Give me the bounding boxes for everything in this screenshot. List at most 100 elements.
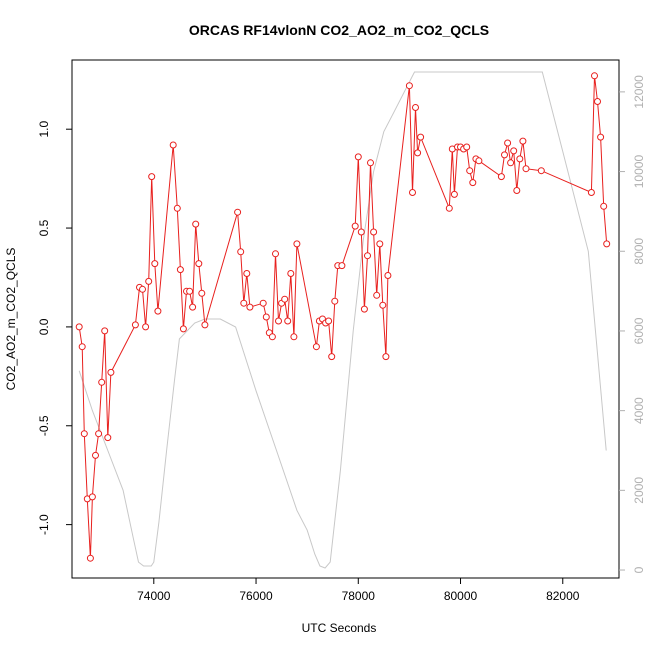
data-point: [445, 204, 453, 212]
data-point: [376, 240, 384, 248]
data-point: [510, 147, 518, 155]
data-point: [201, 321, 209, 329]
data-point: [587, 189, 595, 196]
y-axis-label: CO2_AO2_m_CO2_QCLS: [4, 248, 18, 391]
data-point: [268, 333, 276, 341]
data-point: [176, 266, 184, 274]
data-point: [516, 155, 524, 163]
data-point: [78, 343, 86, 351]
data-point: [475, 157, 483, 165]
data-point: [507, 159, 515, 167]
data-point: [463, 143, 471, 151]
data-point: [186, 287, 194, 295]
x-tick-label: 80000: [444, 589, 478, 603]
data-point: [312, 343, 320, 351]
data-point: [328, 353, 336, 361]
data-point: [198, 289, 206, 297]
y-tick-label: 0.5: [37, 219, 51, 236]
data-point: [293, 240, 301, 248]
data-point: [107, 368, 115, 376]
data-point: [450, 190, 458, 198]
y2-tick-label: 8000: [632, 238, 646, 265]
data-point: [367, 159, 374, 167]
data-point: [591, 72, 598, 80]
data-point: [384, 272, 392, 279]
chart-title: ORCAS RF14vlonN CO2_AO2_m_CO2_QCLS: [189, 22, 489, 38]
data-point: [173, 204, 181, 212]
data-point: [405, 82, 413, 90]
data-point: [237, 248, 245, 256]
x-tick-label: 78000: [342, 589, 376, 603]
data-point: [331, 297, 339, 305]
data-point: [92, 451, 99, 459]
data-point: [259, 299, 267, 307]
data-point: [600, 202, 608, 210]
data-point: [354, 153, 362, 161]
data-point: [86, 554, 94, 562]
data-point: [80, 430, 88, 438]
data-point: [104, 434, 112, 442]
data-point: [469, 179, 477, 187]
co2-line: [78, 75, 608, 559]
x-tick-label: 82000: [546, 589, 580, 603]
y-axis: -1.0 -0.5 0.0 0.5 1.0: [37, 121, 72, 535]
data-point: [412, 104, 419, 111]
data-point: [284, 317, 292, 325]
data-point: [145, 277, 153, 285]
data-point: [504, 139, 512, 147]
data-point: [101, 327, 109, 335]
data-point: [409, 189, 416, 196]
altitude-line: [78, 71, 607, 569]
y2-tick-label: 4000: [632, 397, 646, 424]
data-point: [240, 299, 248, 307]
y2-axis: 0 2000 4000 6000 8000 10000 12000: [619, 75, 646, 573]
data-point: [98, 378, 106, 386]
data-point: [379, 301, 387, 309]
data-point: [287, 270, 295, 277]
data-point: [95, 430, 103, 438]
y-tick-label: 0.0: [37, 318, 51, 335]
data-point: [373, 291, 381, 299]
co2-series: [78, 75, 608, 559]
data-point: [192, 220, 200, 228]
data-point: [275, 317, 282, 325]
x-axis: 74000 76000 78000 80000 82000: [137, 578, 580, 603]
data-point: [522, 165, 530, 173]
y2-tick-label: 0: [632, 566, 646, 573]
data-point: [513, 187, 521, 194]
data-point: [501, 151, 508, 159]
data-point: [131, 321, 139, 329]
y2-tick-label: 6000: [632, 317, 646, 344]
y2-tick-label: 2000: [632, 477, 646, 504]
data-point: [281, 295, 289, 303]
data-point: [497, 173, 505, 181]
data-point: [142, 323, 150, 331]
y2-tick-label: 12000: [632, 75, 646, 109]
x-tick-label: 76000: [239, 589, 273, 603]
data-point: [357, 228, 365, 236]
data-point: [154, 307, 162, 315]
altitude-series: [78, 71, 607, 569]
data-point: [338, 262, 346, 270]
data-point: [189, 303, 197, 311]
data-point: [466, 167, 474, 175]
data-point: [179, 325, 187, 333]
data-point: [169, 141, 177, 149]
plot-frame: [71, 59, 620, 579]
x-tick-label: 74000: [137, 589, 171, 603]
data-point: [272, 250, 279, 258]
data-point: [139, 285, 146, 293]
data-point: [290, 333, 298, 341]
data-point: [262, 313, 270, 321]
data-point: [325, 317, 333, 325]
data-point: [88, 493, 96, 501]
y-tick-label: -1.0: [37, 514, 51, 535]
data-point: [519, 137, 527, 145]
y2-tick-label: 10000: [632, 155, 646, 189]
data-point: [594, 98, 601, 105]
y-tick-label: -0.5: [37, 415, 51, 436]
data-point: [364, 252, 371, 260]
y-tick-label: 1.0: [37, 121, 51, 138]
data-point: [414, 149, 422, 157]
